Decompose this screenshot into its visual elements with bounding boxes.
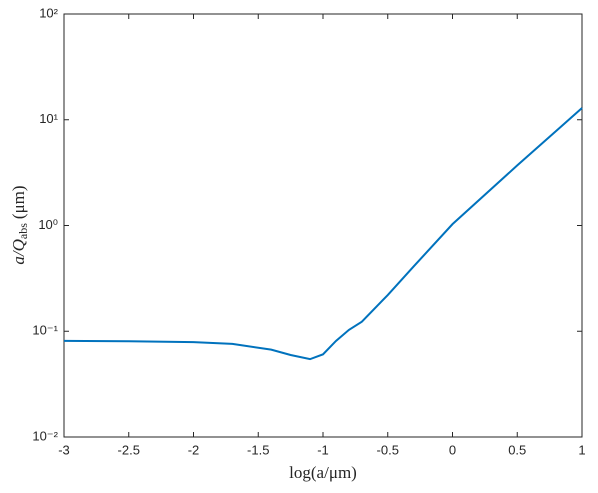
y-label-unit: (μm) bbox=[9, 185, 28, 219]
x-axis-label: log(a/μm) bbox=[289, 463, 357, 482]
x-tick-label: 0.5 bbox=[508, 442, 526, 457]
x-tick-label: 0 bbox=[449, 442, 456, 457]
y-label-sub: abs bbox=[16, 223, 30, 239]
y-tick-label: 10⁰ bbox=[38, 217, 58, 232]
x-tick-label: -3 bbox=[58, 442, 70, 457]
y-tick-label: 10² bbox=[39, 5, 58, 20]
y-label-main: a/Q bbox=[9, 239, 28, 265]
x-tick-label: -2 bbox=[188, 442, 200, 457]
y-tick-label: 10⁻² bbox=[32, 428, 58, 443]
line-series bbox=[63, 107, 583, 361]
x-tick-label: 1 bbox=[578, 442, 585, 457]
y-axis-label: a/Qabs (μm) bbox=[9, 185, 30, 264]
plot-frame bbox=[63, 13, 583, 438]
y-tick-label: 10¹ bbox=[39, 111, 58, 126]
y-tick-label: 10⁻¹ bbox=[32, 323, 58, 338]
x-tick-label: -1.5 bbox=[247, 442, 269, 457]
x-tick-label: -2.5 bbox=[118, 442, 140, 457]
x-tick-label: -0.5 bbox=[377, 442, 399, 457]
x-tick-label: -1 bbox=[317, 442, 329, 457]
